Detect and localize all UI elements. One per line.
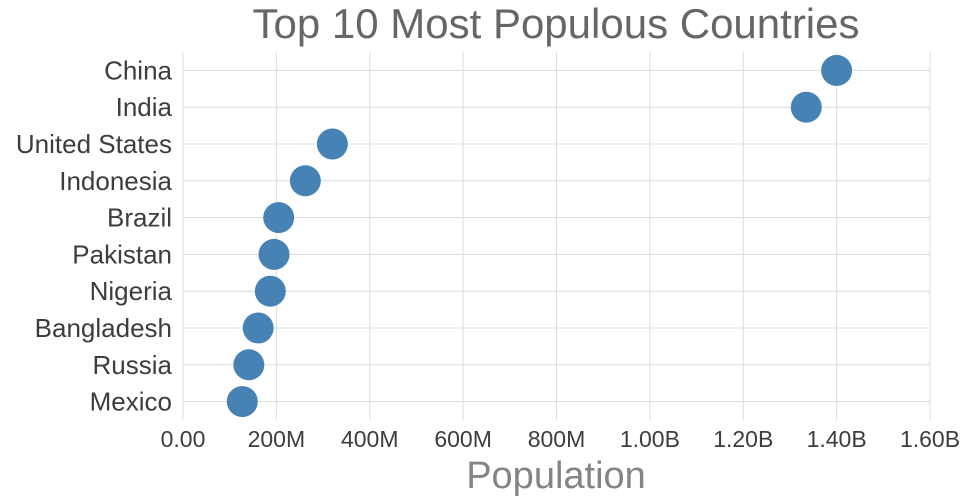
x-tick-label: 800M — [528, 426, 586, 452]
chart-title: Top 10 Most Populous Countries — [252, 0, 859, 47]
x-tick-label: 200M — [248, 426, 306, 452]
x-tick-label: 600M — [434, 426, 492, 452]
data-point-united-states — [316, 128, 348, 160]
x-tick-label: 1.60B — [900, 426, 960, 452]
data-point-bangladesh — [242, 312, 274, 344]
data-points — [226, 54, 853, 418]
x-axis-title: Population — [466, 455, 646, 497]
category-label: Brazil — [107, 203, 172, 233]
data-point-nigeria — [254, 275, 286, 307]
data-point-brazil — [263, 202, 295, 234]
data-point-china — [821, 54, 853, 86]
x-tick-label: 0.00 — [161, 426, 206, 452]
axis-labels: 0.00 200M 400M 600M 800M 1.00B 1.20B 1.40B 1.60B… — [16, 55, 960, 452]
data-point-mexico — [226, 386, 258, 418]
category-label: India — [116, 92, 173, 122]
data-point-russia — [233, 349, 265, 381]
category-label: Pakistan — [72, 239, 172, 269]
data-point-pakistan — [258, 238, 290, 270]
category-label: Mexico — [90, 387, 172, 417]
data-point-indonesia — [289, 165, 321, 197]
gridlines — [182, 52, 931, 420]
category-label: China — [104, 55, 172, 85]
x-tick-label: 1.40B — [807, 426, 867, 452]
x-tick-label: 400M — [341, 426, 399, 452]
category-label: Bangladesh — [35, 313, 172, 343]
x-tick-label: 1.00B — [620, 426, 680, 452]
data-point-india — [790, 91, 822, 123]
category-label: United States — [16, 129, 172, 159]
category-label: Russia — [93, 350, 173, 380]
category-label: Indonesia — [59, 166, 172, 196]
x-tick-label: 1.20B — [713, 426, 773, 452]
category-label: Nigeria — [90, 276, 173, 306]
